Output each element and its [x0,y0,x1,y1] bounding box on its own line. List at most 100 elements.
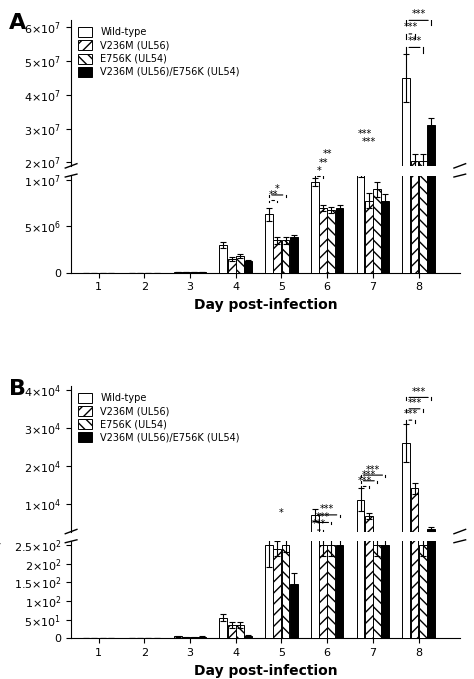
Bar [273,549,281,638]
Text: *: * [279,508,284,518]
Bar [328,210,335,272]
Bar [273,240,281,272]
Bar [356,500,365,541]
Bar [419,84,427,272]
Text: ***: *** [407,398,422,408]
Text: **: ** [322,149,332,160]
Bar [336,540,344,541]
Bar [319,208,327,272]
Bar [410,0,419,638]
Bar [356,164,365,272]
Bar [236,625,244,638]
Bar [373,545,381,638]
Text: ***: *** [316,512,330,522]
Bar [182,637,190,638]
Bar [282,240,290,272]
Bar [265,545,273,638]
Y-axis label: PFU/mL: PFU/mL [0,517,1,565]
Bar [365,515,373,541]
Bar [402,443,410,541]
Bar [273,540,281,541]
X-axis label: Day post-infection: Day post-infection [193,663,337,678]
Bar [402,0,410,272]
Bar [410,84,419,272]
Bar [328,207,335,230]
Bar [328,540,335,541]
Bar [319,206,327,230]
Text: ***: *** [403,409,418,419]
Text: *: * [317,166,321,176]
Bar [419,545,427,638]
Bar [282,545,290,638]
Bar [319,545,327,638]
Bar [427,125,435,230]
Bar [228,625,236,638]
Bar [410,488,419,541]
Bar [199,637,206,638]
X-axis label: Day post-infection: Day post-infection [193,298,337,312]
Bar [427,0,435,272]
Bar [336,206,344,230]
Bar [228,225,236,230]
Bar [244,225,252,230]
Bar [265,215,273,272]
Text: ***: *** [366,464,380,475]
Bar [419,161,427,230]
Text: A: A [9,13,26,33]
Text: ***: *** [407,36,422,46]
Text: ***: *** [362,137,376,147]
Legend: Wild-type, V236M (UL56), E756K (UL54), V236M (UL56)/E756K (UL54): Wild-type, V236M (UL56), E756K (UL54), V… [76,25,242,79]
Bar [228,259,236,272]
Bar [244,636,252,638]
Bar [219,220,227,230]
Y-axis label: Luminescence (RLU): Luminescence (RLU) [0,111,1,240]
Bar [265,540,273,541]
Bar [174,636,182,638]
Bar [236,256,244,272]
Bar [336,208,344,272]
Text: ***: *** [357,476,372,486]
Text: B: B [9,379,26,399]
Bar [373,189,381,272]
Bar [236,224,244,230]
Bar [365,204,373,230]
Bar [282,219,290,230]
Text: ***: *** [403,22,418,33]
Legend: Wild-type, V236M (UL56), E756K (UL54), V236M (UL56)/E756K (UL54): Wild-type, V236M (UL56), E756K (UL54), V… [76,391,242,445]
Bar [290,584,298,638]
Text: **: ** [319,158,328,168]
Bar [365,200,373,272]
Bar [382,545,389,638]
Bar [328,545,335,638]
Text: ***: *** [357,129,372,139]
Bar [356,0,365,638]
Bar [419,540,427,541]
Bar [356,190,365,230]
Text: ***: *** [362,471,376,480]
Bar [402,78,410,230]
Bar [373,200,381,230]
Bar [282,540,290,541]
Bar [382,204,389,230]
Bar [427,530,435,541]
Bar [427,0,435,638]
Bar [265,209,273,230]
Text: ***: *** [320,504,334,514]
Bar [190,637,198,638]
Bar [319,540,327,541]
Bar [290,217,298,230]
Text: *: * [275,185,280,194]
Bar [410,161,419,230]
Bar [365,0,373,638]
Text: **: ** [268,190,278,200]
Bar [311,197,319,230]
Bar [290,238,298,272]
Text: ***: *** [312,519,326,530]
Text: ***: *** [411,386,426,397]
Bar [273,219,281,230]
Text: ***: *** [411,9,426,19]
Bar [336,545,344,638]
Bar [311,515,319,541]
Bar [382,200,389,272]
Bar [311,0,319,638]
